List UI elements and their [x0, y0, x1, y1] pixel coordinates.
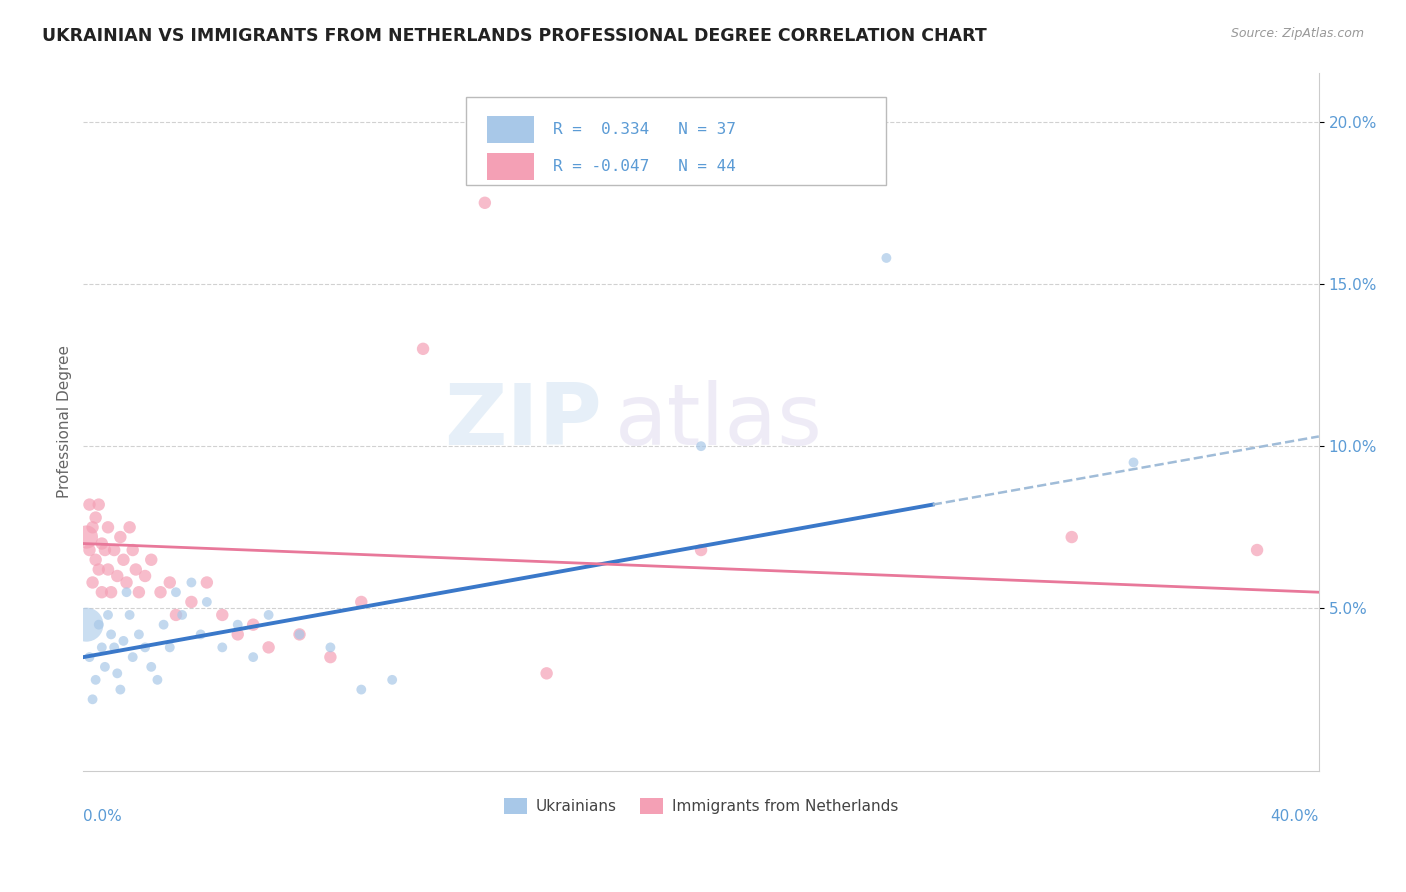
Point — [319, 640, 342, 655]
Point — [257, 607, 280, 622]
Point — [288, 627, 311, 641]
Bar — [488, 116, 534, 143]
Text: R = -0.047   N = 44: R = -0.047 N = 44 — [553, 159, 735, 174]
Point — [146, 673, 169, 687]
Point — [84, 673, 107, 687]
Point — [690, 439, 713, 453]
Bar — [488, 153, 534, 179]
Point — [128, 627, 150, 641]
Text: Source: ZipAtlas.com: Source: ZipAtlas.com — [1230, 27, 1364, 40]
Point — [94, 660, 117, 674]
Point — [190, 627, 212, 641]
Point — [100, 627, 122, 641]
Point — [79, 498, 101, 512]
Y-axis label: Professional Degree: Professional Degree — [58, 345, 72, 499]
Point — [97, 520, 120, 534]
Point — [350, 595, 373, 609]
Point — [141, 660, 163, 674]
Point — [165, 607, 187, 622]
Point — [180, 575, 202, 590]
Legend: Ukrainians, Immigrants from Netherlands: Ukrainians, Immigrants from Netherlands — [498, 792, 904, 821]
Point — [94, 543, 117, 558]
Point — [128, 585, 150, 599]
Text: 40.0%: 40.0% — [1271, 809, 1319, 824]
Point — [121, 650, 143, 665]
Point — [118, 607, 141, 622]
Point — [134, 569, 156, 583]
Point — [211, 607, 233, 622]
Point — [211, 640, 233, 655]
Point — [125, 562, 148, 576]
Point — [242, 617, 264, 632]
Point — [112, 633, 135, 648]
Point — [84, 553, 107, 567]
Point — [79, 543, 101, 558]
Text: UKRAINIAN VS IMMIGRANTS FROM NETHERLANDS PROFESSIONAL DEGREE CORRELATION CHART: UKRAINIAN VS IMMIGRANTS FROM NETHERLANDS… — [42, 27, 987, 45]
Point — [165, 585, 187, 599]
Text: ZIP: ZIP — [444, 380, 602, 463]
Point — [149, 585, 172, 599]
Point — [226, 627, 249, 641]
Point — [115, 575, 138, 590]
Point — [690, 543, 713, 558]
Text: R =  0.334   N = 37: R = 0.334 N = 37 — [553, 122, 735, 137]
Point — [319, 650, 342, 665]
Point — [100, 585, 122, 599]
Point — [103, 543, 125, 558]
Point — [90, 536, 112, 550]
Point — [105, 569, 128, 583]
Point — [474, 195, 496, 210]
Point — [152, 617, 174, 632]
Point — [195, 575, 218, 590]
Point — [1060, 530, 1083, 544]
Point — [412, 342, 434, 356]
Point — [79, 650, 101, 665]
Point — [121, 543, 143, 558]
Point — [226, 617, 249, 632]
Point — [134, 640, 156, 655]
Text: 0.0%: 0.0% — [83, 809, 122, 824]
Point — [172, 607, 194, 622]
Point — [97, 562, 120, 576]
Point — [195, 595, 218, 609]
Point — [1246, 543, 1268, 558]
Point — [82, 692, 104, 706]
Point — [118, 520, 141, 534]
Text: atlas: atlas — [614, 380, 823, 463]
Point — [84, 510, 107, 524]
Point — [82, 575, 104, 590]
Point — [87, 617, 110, 632]
Point — [87, 498, 110, 512]
Point — [87, 562, 110, 576]
Point — [112, 553, 135, 567]
Point — [159, 640, 181, 655]
Point — [381, 673, 404, 687]
Point — [97, 607, 120, 622]
Point — [110, 530, 132, 544]
Point — [75, 530, 97, 544]
Point — [875, 251, 897, 265]
Point — [350, 682, 373, 697]
Point — [1122, 455, 1144, 469]
Point — [115, 585, 138, 599]
Point — [103, 640, 125, 655]
Point — [110, 682, 132, 697]
Point — [75, 617, 97, 632]
Point — [105, 666, 128, 681]
Point — [180, 595, 202, 609]
Point — [159, 575, 181, 590]
Point — [288, 627, 311, 641]
Point — [90, 585, 112, 599]
Point — [242, 650, 264, 665]
Point — [257, 640, 280, 655]
Point — [141, 553, 163, 567]
Point — [90, 640, 112, 655]
Point — [536, 666, 558, 681]
FancyBboxPatch shape — [467, 97, 886, 185]
Point — [82, 520, 104, 534]
